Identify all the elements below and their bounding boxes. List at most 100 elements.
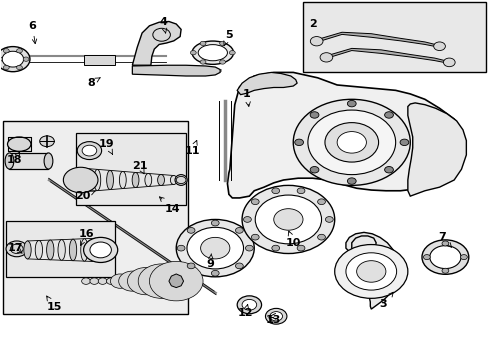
Circle shape bbox=[0, 46, 30, 72]
Circle shape bbox=[235, 263, 243, 269]
Circle shape bbox=[297, 188, 305, 194]
Circle shape bbox=[297, 245, 305, 251]
Circle shape bbox=[186, 227, 243, 269]
Circle shape bbox=[219, 60, 225, 64]
Circle shape bbox=[399, 139, 408, 145]
Circle shape bbox=[235, 228, 243, 233]
Ellipse shape bbox=[44, 153, 53, 169]
Polygon shape bbox=[168, 274, 183, 288]
Circle shape bbox=[17, 66, 22, 70]
Bar bbox=[83, 55, 115, 64]
Ellipse shape bbox=[192, 41, 233, 64]
Circle shape bbox=[336, 132, 366, 153]
Text: 16: 16 bbox=[78, 229, 94, 246]
Text: 18: 18 bbox=[6, 152, 22, 165]
Ellipse shape bbox=[7, 137, 31, 151]
Circle shape bbox=[10, 244, 23, 253]
Circle shape bbox=[433, 42, 445, 50]
Circle shape bbox=[200, 60, 205, 64]
Circle shape bbox=[345, 253, 396, 290]
Text: 3: 3 bbox=[379, 292, 392, 309]
Ellipse shape bbox=[5, 153, 14, 169]
Circle shape bbox=[242, 300, 256, 310]
Polygon shape bbox=[237, 72, 297, 95]
Text: 12: 12 bbox=[237, 305, 253, 318]
Ellipse shape bbox=[92, 238, 99, 262]
Ellipse shape bbox=[81, 168, 88, 192]
Circle shape bbox=[40, 136, 54, 147]
Circle shape bbox=[237, 296, 261, 314]
Ellipse shape bbox=[69, 239, 77, 261]
Circle shape bbox=[310, 37, 323, 46]
Circle shape bbox=[219, 41, 225, 45]
Circle shape bbox=[271, 188, 279, 194]
Circle shape bbox=[271, 245, 279, 251]
Circle shape bbox=[293, 99, 409, 185]
Bar bbox=[76, 134, 185, 205]
Circle shape bbox=[346, 178, 355, 184]
Ellipse shape bbox=[119, 171, 126, 189]
Circle shape bbox=[384, 167, 393, 173]
Ellipse shape bbox=[58, 240, 65, 260]
Ellipse shape bbox=[46, 240, 54, 260]
Ellipse shape bbox=[106, 170, 113, 190]
Text: 7: 7 bbox=[437, 232, 450, 247]
Ellipse shape bbox=[175, 175, 187, 185]
Circle shape bbox=[334, 244, 407, 298]
Ellipse shape bbox=[144, 174, 151, 186]
Polygon shape bbox=[227, 72, 463, 198]
Polygon shape bbox=[132, 22, 181, 65]
Circle shape bbox=[269, 312, 282, 321]
Text: 20: 20 bbox=[75, 191, 96, 201]
Circle shape bbox=[309, 167, 318, 173]
Polygon shape bbox=[132, 65, 220, 76]
Circle shape bbox=[200, 237, 229, 259]
Circle shape bbox=[441, 268, 448, 273]
Bar bbox=[7, 137, 31, 151]
Circle shape bbox=[423, 255, 429, 260]
Circle shape bbox=[325, 123, 378, 162]
Ellipse shape bbox=[35, 240, 42, 259]
Circle shape bbox=[229, 50, 235, 55]
Text: 17: 17 bbox=[7, 243, 23, 253]
Bar bbox=[3, 121, 188, 315]
Circle shape bbox=[309, 112, 318, 118]
Polygon shape bbox=[315, 32, 439, 47]
Circle shape bbox=[82, 145, 97, 156]
Circle shape bbox=[90, 278, 99, 284]
Circle shape bbox=[320, 53, 332, 62]
Circle shape bbox=[90, 242, 111, 258]
Circle shape bbox=[325, 217, 332, 222]
Circle shape bbox=[3, 49, 9, 53]
Circle shape bbox=[421, 240, 468, 274]
Circle shape bbox=[243, 217, 251, 222]
Circle shape bbox=[251, 199, 259, 204]
Polygon shape bbox=[340, 232, 397, 309]
Circle shape bbox=[138, 264, 184, 298]
Circle shape bbox=[3, 66, 9, 70]
Text: 21: 21 bbox=[132, 161, 147, 174]
Ellipse shape bbox=[198, 45, 227, 61]
Circle shape bbox=[441, 241, 448, 246]
Text: 15: 15 bbox=[46, 296, 62, 312]
Text: 6: 6 bbox=[28, 21, 37, 44]
Ellipse shape bbox=[170, 176, 177, 184]
Ellipse shape bbox=[132, 172, 139, 188]
Text: 11: 11 bbox=[184, 140, 200, 156]
Circle shape bbox=[265, 309, 286, 324]
Circle shape bbox=[127, 267, 164, 295]
Circle shape bbox=[384, 112, 393, 118]
Text: 10: 10 bbox=[285, 231, 300, 248]
Ellipse shape bbox=[81, 239, 88, 261]
Circle shape bbox=[187, 228, 195, 233]
Circle shape bbox=[211, 270, 219, 276]
Circle shape bbox=[149, 261, 203, 301]
Text: 1: 1 bbox=[243, 89, 250, 107]
Circle shape bbox=[255, 195, 321, 244]
Circle shape bbox=[190, 50, 196, 55]
Circle shape bbox=[356, 261, 385, 282]
Circle shape bbox=[307, 110, 395, 175]
Text: 5: 5 bbox=[224, 30, 232, 46]
Text: 19: 19 bbox=[99, 139, 115, 154]
Text: 2: 2 bbox=[308, 19, 316, 29]
